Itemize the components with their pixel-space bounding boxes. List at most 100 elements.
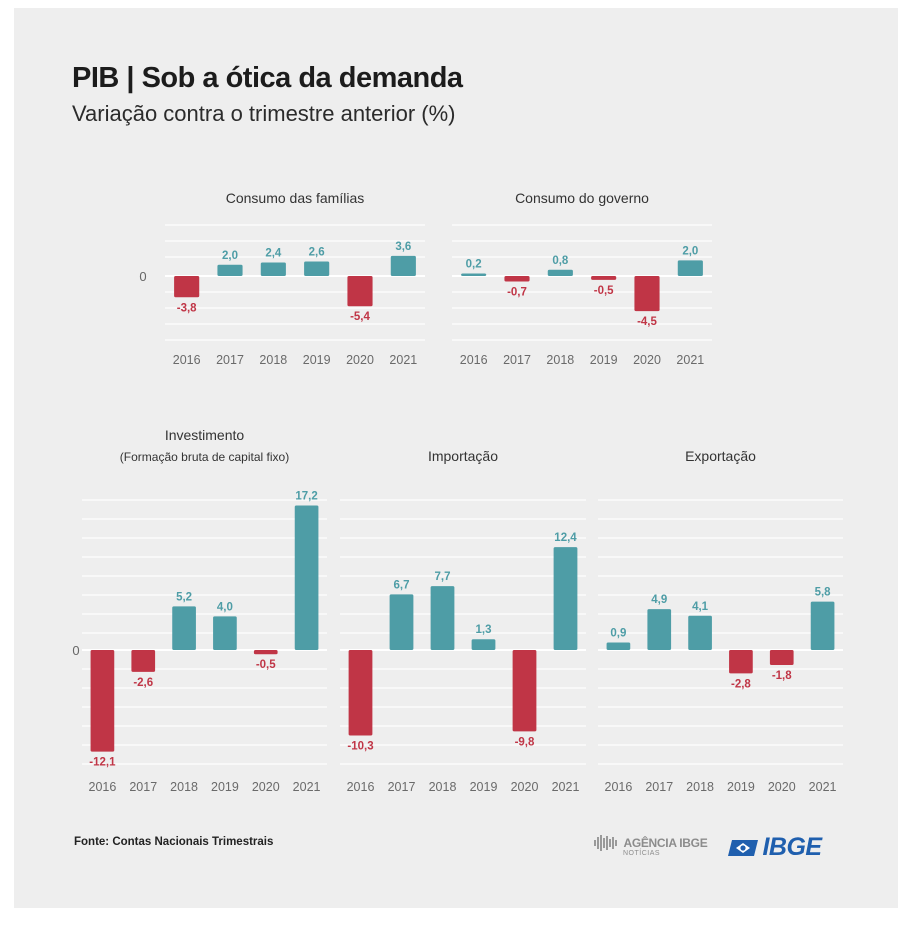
bar [471, 639, 496, 650]
year-tick-label: 2016 [460, 353, 488, 367]
year-tick-label: 2019 [211, 780, 239, 794]
year-tick-label: 2021 [293, 780, 321, 794]
bar [390, 255, 416, 276]
bar-value-label: 0,8 [552, 255, 569, 267]
bar [606, 642, 631, 650]
year-tick-label: 2021 [809, 780, 837, 794]
panel-subtitle: (Formação bruta de capital fixo) [120, 450, 289, 464]
year-tick-label: 2018 [429, 780, 457, 794]
bar [553, 547, 578, 650]
bar [430, 586, 455, 650]
year-tick-label: 2016 [605, 780, 633, 794]
bar-value-label: 3,6 [395, 241, 411, 253]
agencia-logo-subtext: NOTÍCIAS [623, 850, 661, 857]
bar [294, 505, 319, 650]
bar [769, 650, 794, 666]
zero-tick-label: 0 [72, 643, 79, 658]
bar [647, 609, 672, 650]
page-title: PIB | Sob a ótica da demanda [72, 62, 463, 94]
year-tick-label: 2019 [470, 780, 498, 794]
bar-value-label: -0,7 [507, 286, 527, 298]
year-tick-label: 2021 [552, 780, 580, 794]
year-tick-label: 2018 [259, 353, 287, 367]
bar [260, 262, 286, 276]
year-tick-label: 2017 [503, 353, 531, 367]
agencia-logo-text: AGÊNCIA IBGE [623, 836, 708, 850]
bar-value-label: 0,2 [466, 259, 482, 271]
panel-title: Investimento [165, 427, 245, 443]
year-tick-label: 2019 [727, 780, 755, 794]
bar-value-label: -2,8 [731, 678, 751, 690]
bar-value-label: 5,8 [815, 587, 832, 599]
bar-value-label: 6,7 [394, 579, 410, 591]
bar-value-label: 7,7 [435, 571, 451, 583]
year-tick-label: 2018 [686, 780, 714, 794]
bar-value-label: -1,8 [772, 670, 792, 682]
bar [304, 261, 330, 276]
bar-value-label: -3,8 [177, 302, 197, 314]
year-tick-label: 2020 [633, 353, 661, 367]
bar [174, 276, 200, 298]
source-note: Fonte: Contas Nacionais Trimestrais [74, 836, 274, 848]
bar-value-label: 2,6 [309, 246, 325, 258]
bar [389, 594, 414, 650]
bar-value-label: -9,8 [515, 736, 535, 748]
bar-value-label: 17,2 [295, 491, 317, 503]
year-tick-label: 2020 [252, 780, 280, 794]
bar [347, 276, 373, 307]
year-tick-label: 2017 [388, 780, 416, 794]
ibge-flag-icon [728, 839, 758, 856]
bar [591, 276, 617, 280]
bar [504, 276, 530, 282]
bar-value-label: -0,5 [256, 659, 276, 671]
ibge-logo: IBGE [728, 833, 822, 863]
bar-value-label: 2,0 [682, 245, 698, 257]
bar-value-label: -10,3 [347, 740, 373, 752]
year-tick-label: 2017 [216, 353, 244, 367]
ibge-logo-text: IBGE [762, 833, 822, 861]
bar [677, 260, 703, 276]
year-tick-label: 2021 [389, 353, 417, 367]
year-tick-label: 2019 [590, 353, 618, 367]
bar-value-label: 2,0 [222, 250, 238, 262]
bar [253, 650, 278, 655]
bar-value-label: -5,4 [350, 311, 370, 323]
bar [634, 276, 660, 312]
year-tick-label: 2020 [768, 780, 796, 794]
year-tick-label: 2018 [546, 353, 574, 367]
bar-value-label: -0,5 [594, 285, 614, 297]
bar-value-label: -4,5 [637, 316, 657, 328]
panel-title: Consumo do governo [515, 190, 649, 206]
infographic-card [14, 8, 898, 908]
bar-value-label: 1,3 [476, 624, 492, 636]
year-tick-label: 2021 [676, 353, 704, 367]
bar-value-label: 0,9 [610, 627, 626, 639]
bar-value-label: 4,1 [692, 601, 709, 613]
bar [461, 273, 487, 276]
panel-title: Consumo das famílias [226, 190, 365, 206]
bar [547, 269, 573, 276]
bar-value-label: 2,4 [265, 248, 282, 260]
bar [729, 650, 753, 674]
bar [131, 650, 156, 672]
year-tick-label: 2017 [645, 780, 673, 794]
agencia-grid-icon [594, 835, 617, 851]
page-subtitle: Variação contra o trimestre anterior (%) [72, 101, 456, 126]
bar-value-label: -2,6 [133, 677, 153, 689]
year-tick-label: 2016 [173, 353, 201, 367]
panel-title: Importação [428, 448, 498, 464]
bar-value-label: -12,1 [89, 757, 116, 769]
bar-value-label: 4,9 [651, 594, 667, 606]
bar [213, 616, 237, 650]
bar [810, 601, 835, 650]
bar-value-label: 12,4 [554, 532, 577, 544]
bar [172, 606, 196, 650]
agencia-ibge-logo: AGÊNCIA IBGE NOTÍCIAS [593, 834, 708, 857]
year-tick-label: 2020 [346, 353, 374, 367]
bar [688, 615, 712, 650]
year-tick-label: 2016 [347, 780, 375, 794]
bar [348, 650, 373, 736]
year-tick-label: 2019 [303, 353, 331, 367]
bar [217, 264, 243, 276]
